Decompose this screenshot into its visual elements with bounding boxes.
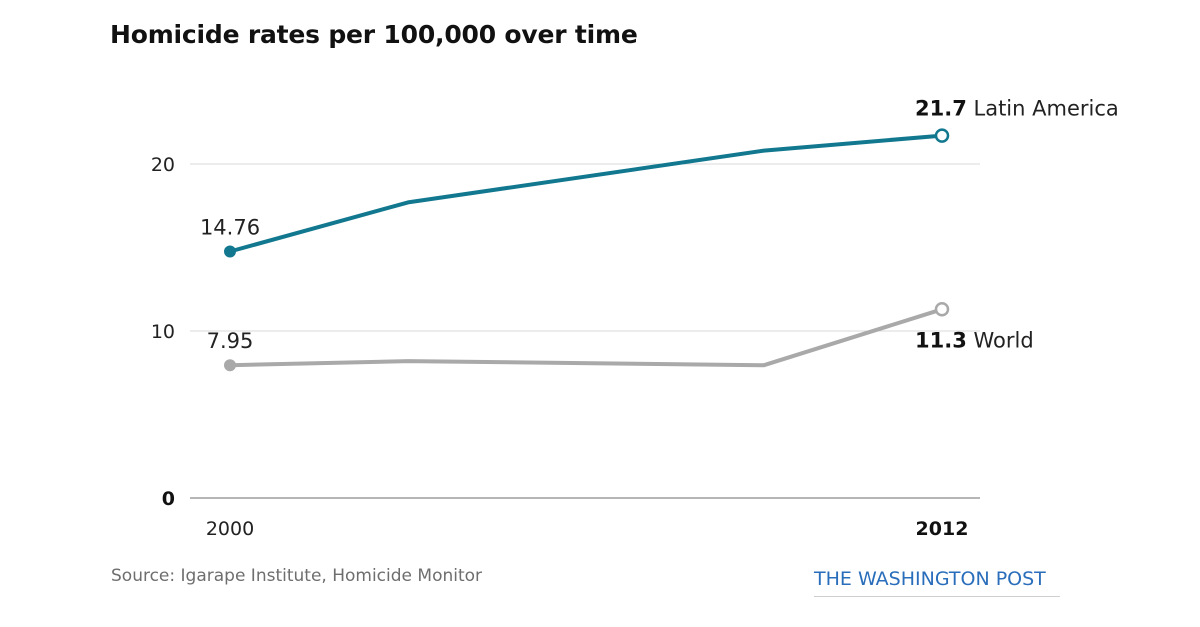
- x-tick-label: 2000: [206, 518, 254, 540]
- y-tick-label: 0: [162, 488, 175, 510]
- source-note: Source: Igarape Institute, Homicide Moni…: [111, 566, 483, 586]
- end-point: [934, 128, 950, 143]
- start-point: [224, 359, 236, 372]
- end-value-label: 21.7: [915, 97, 967, 121]
- end-point: [934, 302, 950, 317]
- y-tick-label: 10: [151, 321, 175, 343]
- end-value-label: 11.3: [915, 328, 967, 352]
- publisher-credit[interactable]: THE WASHINGTON POST: [814, 568, 1060, 597]
- series-line-world: [228, 307, 944, 368]
- start-value-label: 14.76: [200, 216, 260, 240]
- start-point: [224, 245, 236, 258]
- series-name-label: World: [967, 328, 1034, 352]
- start-value-label: 7.95: [207, 329, 254, 353]
- series-line-latin-america: [228, 133, 944, 254]
- end-label: 11.3 World: [915, 328, 1034, 352]
- end-label: 21.7 Latin America: [915, 97, 1119, 121]
- y-tick-label: 20: [151, 154, 175, 176]
- series-name-label: Latin America: [967, 97, 1119, 121]
- chart-title: Homicide rates per 100,000 over time: [110, 20, 638, 49]
- x-tick-label: 2012: [916, 518, 969, 540]
